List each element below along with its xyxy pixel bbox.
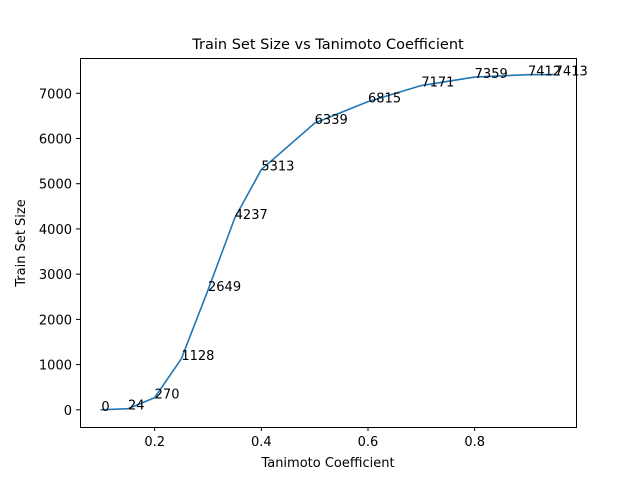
y-tick-label: 0 bbox=[64, 404, 72, 419]
data-label: 4237 bbox=[235, 208, 268, 223]
data-label: 2649 bbox=[208, 280, 241, 295]
y-tick-label: 3000 bbox=[39, 268, 72, 283]
data-label: 270 bbox=[155, 388, 180, 403]
x-tick-label: 0.6 bbox=[358, 435, 379, 450]
y-tick-label: 5000 bbox=[39, 178, 72, 193]
x-tick-label: 0.8 bbox=[464, 435, 485, 450]
data-label: 5313 bbox=[261, 160, 294, 175]
y-tick-label: 6000 bbox=[39, 132, 72, 147]
data-label: 1128 bbox=[181, 349, 214, 364]
data-label: 7413 bbox=[555, 65, 588, 80]
axes-frame bbox=[80, 58, 577, 428]
x-axis-label: Tanimoto Coefficient bbox=[260, 456, 394, 471]
x-axis: 0.2 0.4 0.6 0.8 bbox=[144, 427, 485, 450]
plot-area: 0 24 270 1128 2649 4237 5313 6339 6815 7171 7359 74… bbox=[100, 65, 588, 415]
data-label: 7412 bbox=[528, 65, 561, 80]
data-label: 6815 bbox=[368, 92, 401, 107]
x-tick-label: 0.2 bbox=[144, 435, 165, 450]
y-axis-label: Train Set Size bbox=[14, 199, 29, 288]
y-tick-label: 4000 bbox=[39, 223, 72, 238]
chart-title: Train Set Size vs Tanimoto Coefficient bbox=[191, 37, 464, 53]
data-label: 6339 bbox=[315, 113, 348, 128]
data-label: 7171 bbox=[421, 76, 454, 91]
x-tick-label: 0.4 bbox=[251, 435, 272, 450]
y-tick-label: 2000 bbox=[39, 313, 72, 328]
data-label: 0 bbox=[101, 400, 109, 415]
data-label: 7359 bbox=[475, 67, 508, 82]
y-tick-label: 7000 bbox=[39, 87, 72, 102]
series-line bbox=[100, 73, 556, 411]
y-tick-label: 1000 bbox=[39, 359, 72, 374]
data-label: 24 bbox=[128, 399, 145, 414]
y-axis: 0 1000 2000 3000 4000 5000 6000 7000 bbox=[39, 87, 80, 419]
